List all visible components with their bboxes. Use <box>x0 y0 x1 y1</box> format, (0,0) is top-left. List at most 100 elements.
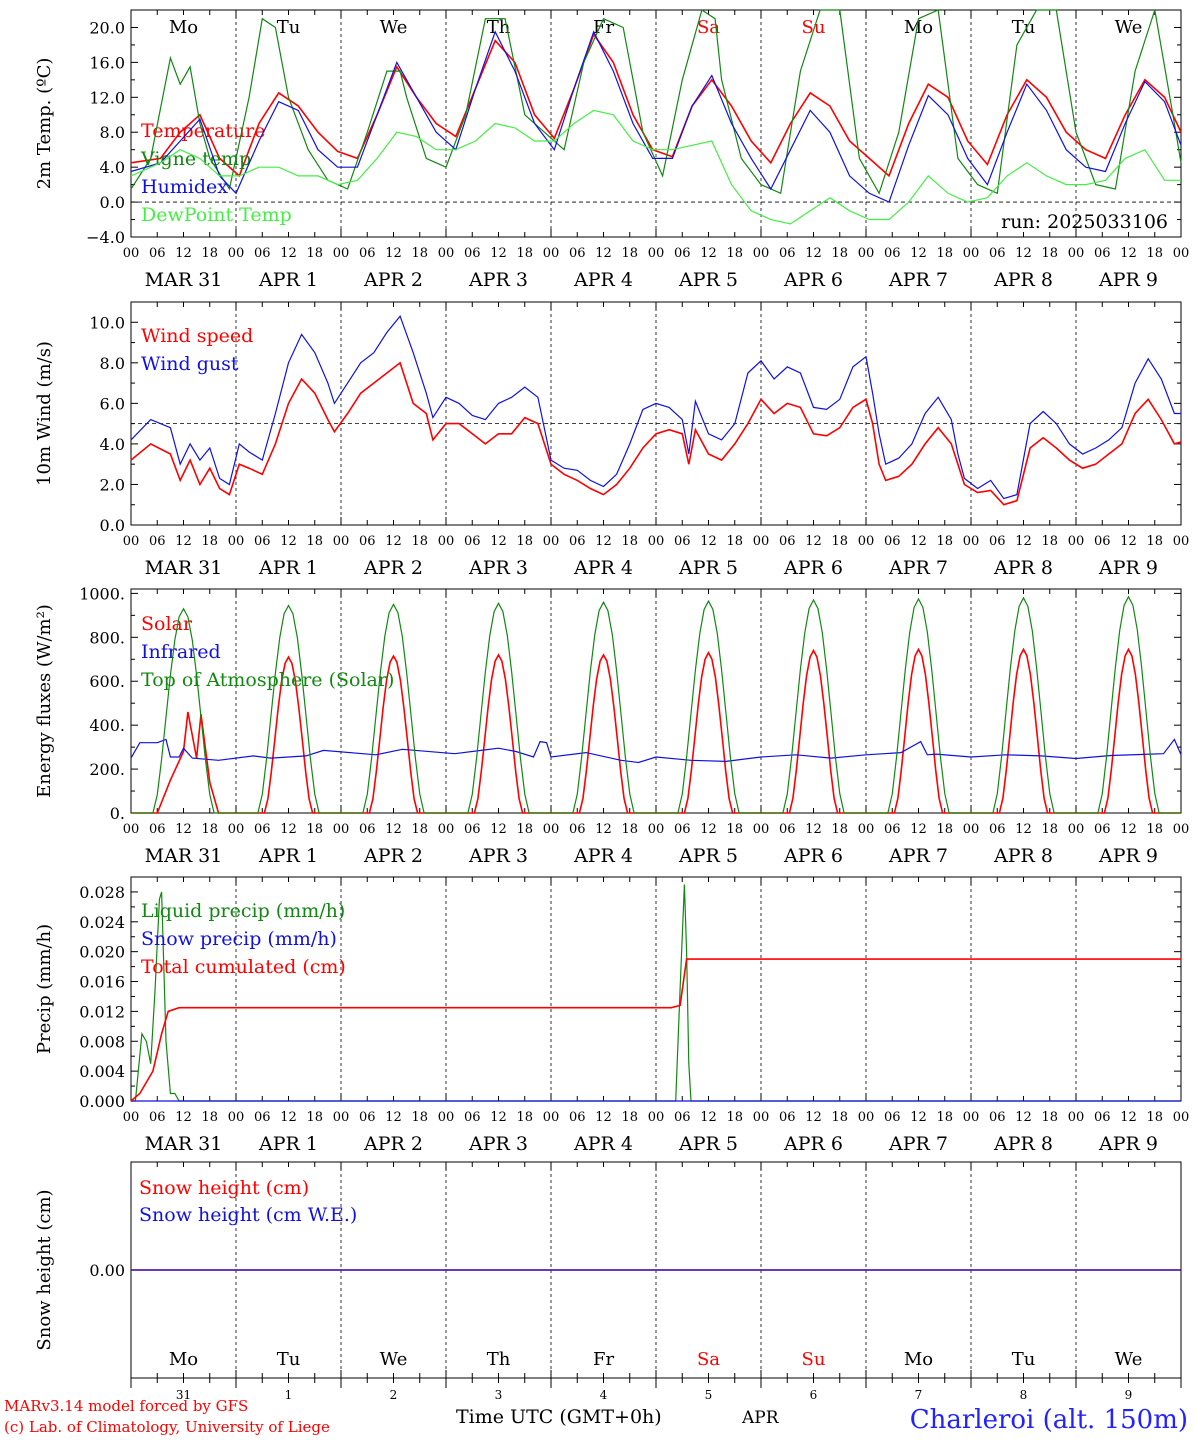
hour-tick-label: 18 <box>936 246 953 261</box>
y-tick-label: 4.0 <box>100 435 125 454</box>
legend-label: Solar <box>141 613 193 635</box>
date-label: APR 9 <box>1098 269 1158 291</box>
legend-label: Liquid precip (mm/h) <box>141 900 345 922</box>
hour-tick-label: 18 <box>306 534 323 549</box>
hour-tick-label: 06 <box>359 246 376 261</box>
weekday-label: We <box>380 1349 408 1370</box>
hour-tick-label: 12 <box>385 822 402 837</box>
credit-line-2: (c) Lab. of Climatology, University of L… <box>4 1418 330 1436</box>
y-tick-label: 0.00 <box>89 1261 125 1280</box>
hour-tick-label: 00 <box>228 534 245 549</box>
hour-tick-label: 18 <box>201 246 218 261</box>
y-tick-label: 0.016 <box>79 973 125 992</box>
day-number-label: 9 <box>1125 1388 1133 1402</box>
hour-tick-label: 12 <box>175 1110 192 1125</box>
hour-tick-label: 18 <box>831 1110 848 1125</box>
hour-tick-label: 12 <box>1120 822 1137 837</box>
hour-tick-label: 00 <box>543 246 560 261</box>
hour-tick-label: 00 <box>858 534 875 549</box>
day-number-label: 8 <box>1020 1388 1028 1402</box>
hour-tick-label: 06 <box>149 822 166 837</box>
hour-tick-label: 06 <box>884 822 901 837</box>
y-axis-label: 2m Temp. (ºC) <box>34 58 55 190</box>
hour-tick-label: 18 <box>411 1110 428 1125</box>
date-label: APR 1 <box>258 845 318 867</box>
hour-tick-label: 00 <box>543 1110 560 1125</box>
series-line-wind-gust <box>130 314 1181 500</box>
hour-tick-label: 06 <box>464 1110 481 1125</box>
hour-tick-label: 06 <box>569 822 586 837</box>
hour-tick-label: 18 <box>201 534 218 549</box>
hour-tick-label: 00 <box>648 822 665 837</box>
hour-tick-label: 06 <box>254 246 271 261</box>
panel-4: 0.000 0.004 0.008 0.012 0.016 0.020 0.024 0.028… <box>34 876 1189 1155</box>
hour-tick-label: 06 <box>1094 1110 1111 1125</box>
series-line-liquid-precip-mm-h <box>131 884 1181 1102</box>
hour-tick-label: 06 <box>359 534 376 549</box>
hour-tick-label: 12 <box>280 534 297 549</box>
hour-tick-label: 18 <box>936 822 953 837</box>
panel-2: 0.0 2.0 4.0 6.0 8.0 10.0 10m Wind (m/s) 00 06 12 1… <box>34 301 1189 579</box>
hour-tick-label: 18 <box>306 1110 323 1125</box>
hour-tick-label: 18 <box>1041 822 1058 837</box>
hour-tick-label: 00 <box>753 534 770 549</box>
hour-tick-label: 18 <box>1146 822 1163 837</box>
weekday-label: Fr <box>593 17 614 38</box>
hour-tick-label: 00 <box>648 1110 665 1125</box>
hour-tick-label: 00 <box>333 1110 350 1125</box>
series-line-infrared <box>130 738 1182 764</box>
weekday-label: Sa <box>697 17 720 38</box>
hour-tick-label: 18 <box>726 822 743 837</box>
hour-tick-label: 00 <box>963 534 980 549</box>
y-tick-label: 6.0 <box>100 394 125 413</box>
hour-tick-label: 18 <box>516 246 533 261</box>
hour-tick-label: 12 <box>805 534 822 549</box>
weekday-label: We <box>1115 17 1143 38</box>
y-tick-label: 0.028 <box>79 883 125 902</box>
hour-tick-label: 00 <box>648 246 665 261</box>
hour-tick-label: 18 <box>1146 534 1163 549</box>
hour-tick-label: 00 <box>543 822 560 837</box>
hour-tick-label: 06 <box>359 822 376 837</box>
hour-tick-label: 06 <box>359 1110 376 1125</box>
hour-tick-label: 00 <box>438 534 455 549</box>
legend-label: Humidex <box>141 176 228 198</box>
y-tick-label: 8.0 <box>100 123 125 142</box>
hour-tick-label: 18 <box>726 534 743 549</box>
hour-tick-label: 18 <box>516 1110 533 1125</box>
weekday-label: Mo <box>904 1349 933 1370</box>
hour-tick-label: 06 <box>779 1110 796 1125</box>
hour-tick-label: 18 <box>516 822 533 837</box>
hour-tick-label: 06 <box>779 822 796 837</box>
hour-tick-label: 12 <box>595 246 612 261</box>
weekday-label: Tu <box>277 17 301 38</box>
hour-tick-label: 00 <box>753 246 770 261</box>
y-tick-label: 600. <box>89 672 125 691</box>
hour-tick-label: 00 <box>123 246 140 261</box>
hour-tick-label: 06 <box>464 246 481 261</box>
hour-tick-label: 18 <box>621 246 638 261</box>
hour-tick-label: 00 <box>438 1110 455 1125</box>
hour-tick-label: 00 <box>1068 1110 1085 1125</box>
hour-tick-label: 00 <box>333 246 350 261</box>
hour-tick-label: 00 <box>438 246 455 261</box>
hour-tick-label: 18 <box>1146 246 1163 261</box>
y-tick-label: 2.0 <box>100 475 125 494</box>
date-label: APR 3 <box>468 557 528 579</box>
date-label: APR 7 <box>888 845 948 867</box>
hour-tick-label: 06 <box>989 246 1006 261</box>
weekday-label: Th <box>487 1349 511 1370</box>
legend-label: Wind speed <box>141 325 253 347</box>
hour-tick-label: 06 <box>254 1110 271 1125</box>
hour-tick-label: 06 <box>1094 534 1111 549</box>
hour-tick-label: 00 <box>438 822 455 837</box>
hour-tick-label: 18 <box>411 822 428 837</box>
hour-tick-label: 06 <box>674 534 691 549</box>
hour-tick-label: 00 <box>1173 246 1190 261</box>
day-number-label: 4 <box>600 1388 608 1402</box>
y-axis-label: Snow height (cm) <box>34 1189 55 1350</box>
hour-tick-label: 18 <box>306 246 323 261</box>
panel-frame <box>130 301 1182 526</box>
panel-1: −4.0 0.0 4.0 8.0 12.0 16.0 20.0 2m Temp. (ºC) 00… <box>34 9 1190 291</box>
date-label: APR 7 <box>888 269 948 291</box>
